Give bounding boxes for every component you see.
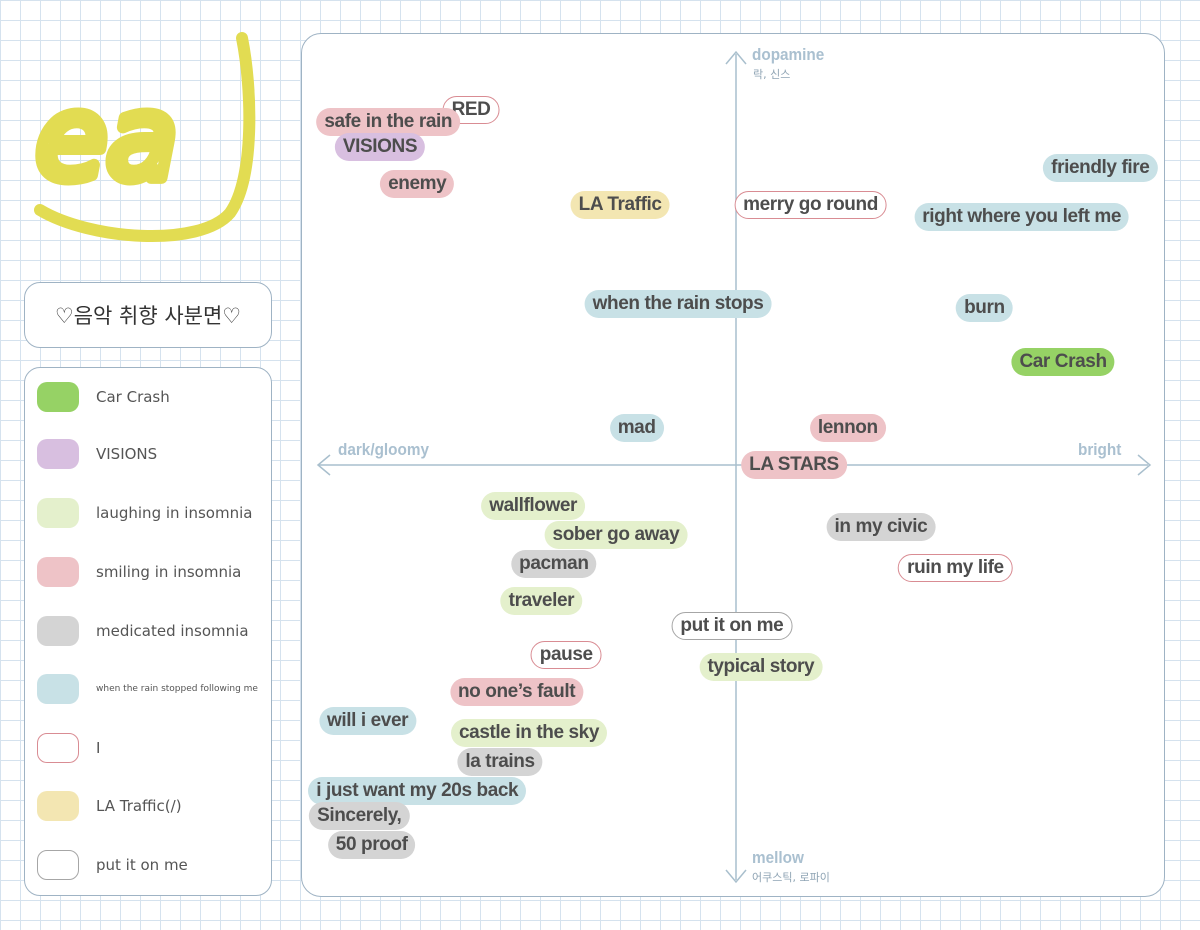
legend-label: smiling in insomnia	[96, 563, 242, 581]
axis-left-label: dark/gloomy	[338, 440, 429, 459]
song-tag: wallflower	[481, 492, 586, 521]
song-tag: put it on me	[671, 612, 793, 641]
legend-item: put it on me	[37, 848, 188, 882]
axis-bottom-label: mellow	[752, 848, 804, 867]
legend-item: Car Crash	[37, 380, 170, 414]
song-tag: safe in the rain	[316, 108, 461, 137]
ea-logo: ea	[30, 32, 256, 243]
quadrant-chart: dopamine 락, 신스 mellow 어쿠스틱, 로파이 dark/glo…	[301, 33, 1165, 897]
legend-swatch	[37, 791, 79, 821]
axis-top-label: dopamine	[752, 45, 825, 64]
legend-swatch	[37, 733, 79, 763]
legend-item: LA Traffic(/)	[37, 789, 182, 823]
legend-label: VISIONS	[96, 445, 158, 463]
legend-swatch	[37, 850, 79, 880]
song-tag: enemy	[380, 170, 455, 199]
legend-item: when the rain stopped following me	[37, 672, 258, 706]
legend-label: put it on me	[96, 856, 188, 874]
axis-right-label: bright	[1078, 440, 1122, 459]
axes	[316, 50, 1152, 884]
song-tag: castle in the sky	[451, 719, 607, 748]
album-legend: Car Crash VISIONS laughing in insomnia smil…	[24, 367, 272, 896]
song-tag: pacman	[511, 550, 597, 579]
legend-item: VISIONS	[37, 437, 157, 471]
song-tag: VISIONS	[334, 132, 426, 161]
song-tag: Sincerely,	[309, 802, 410, 831]
song-tag: LA STARS	[741, 451, 847, 479]
axis-bottom-sublabel: 어쿠스틱, 로파이	[752, 871, 830, 884]
song-tag: pause	[530, 640, 602, 669]
page-title-text: ♡음악 취향 사분면♡	[54, 304, 242, 328]
song-tag: la trains	[457, 748, 543, 777]
song-tag: merry go round	[734, 190, 887, 219]
song-tag: i just want my 20s back	[308, 777, 527, 806]
song-tag: burn	[956, 294, 1013, 323]
song-tag: mad	[609, 413, 664, 442]
axis-top-sublabel: 락, 신스	[753, 68, 791, 81]
legend-label: when the rain stopped following me	[96, 684, 258, 694]
song-tag: 50 proof	[327, 830, 416, 859]
legend-label: medicated insomnia	[96, 622, 249, 640]
legend-swatch	[37, 616, 79, 646]
legend-label: LA Traffic(/)	[96, 797, 182, 815]
legend-label: I	[96, 739, 101, 757]
song-tag: right where you left me	[914, 203, 1130, 232]
song-tag: typical story	[699, 653, 823, 682]
song-tag: friendly fire	[1043, 153, 1158, 182]
logo-text: ea	[36, 72, 177, 206]
song-tag: traveler	[500, 587, 583, 616]
song-tag: no one’s fault	[449, 678, 584, 707]
legend-label: Car Crash	[96, 388, 170, 406]
legend-item: medicated insomnia	[37, 614, 249, 648]
song-tag: will i ever	[318, 707, 417, 736]
legend-swatch	[37, 382, 79, 412]
legend-swatch	[37, 498, 79, 528]
legend-item: I	[37, 731, 100, 765]
song-tag: LA Traffic	[570, 190, 670, 219]
song-tag: lennon	[809, 413, 886, 442]
page-title: ♡음악 취향 사분면♡	[24, 282, 272, 348]
song-tag: Car Crash	[1011, 347, 1115, 376]
legend-label: laughing in insomnia	[96, 504, 253, 522]
legend-swatch	[37, 557, 79, 587]
song-tag: in my civic	[826, 512, 936, 541]
legend-item: smiling in insomnia	[37, 555, 241, 589]
legend-item: laughing in insomnia	[37, 496, 252, 530]
song-tag: when the rain stops	[584, 289, 772, 318]
legend-swatch	[37, 439, 79, 469]
song-tag: sober go away	[544, 521, 688, 550]
legend-swatch	[37, 674, 79, 704]
song-tag: ruin my life	[898, 554, 1013, 583]
